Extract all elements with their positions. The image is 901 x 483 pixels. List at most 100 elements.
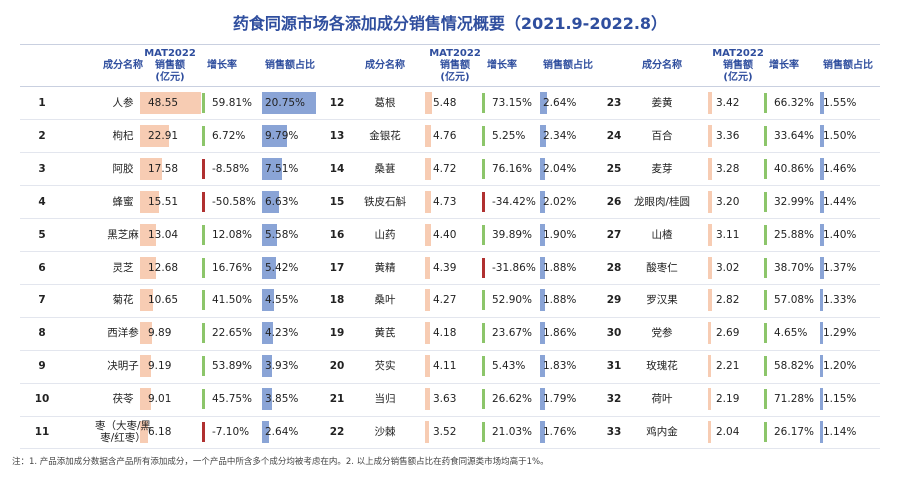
rank: 6 [38,261,46,274]
growth-bar [202,323,205,344]
sales-value: 4.73 [433,195,457,208]
ingredient-name: 金银花 [369,129,401,142]
sales-value: 9.01 [148,392,172,405]
ingredient-name: 灵芝 [112,261,134,274]
growth-bar [764,93,767,113]
sales-bar [140,190,160,213]
sales-bar [708,388,711,411]
growth-value: 40.86% [774,162,815,175]
growth-bar [202,257,205,278]
growth-bar [482,323,485,344]
share-bar [820,190,824,213]
growth-value: 53.89% [212,359,253,372]
sales-bar [708,322,712,345]
growth-bar [482,290,485,311]
sales-bar [140,157,162,180]
row-line [20,185,880,187]
share-bar [820,388,823,411]
rank: 17 [329,261,345,274]
rank: 22 [329,425,345,438]
ingredient-name: 山楂 [651,228,673,241]
share-value: 20.75% [265,96,306,109]
header-sales: 销售额 [155,60,185,71]
sales-value: 9.19 [148,359,172,372]
growth-bar [764,191,767,212]
sales-bar [140,355,152,378]
sales-value: 12.68 [148,261,179,274]
share-value: 2.04% [543,162,577,175]
ingredient-name: 鸡内金 [646,425,678,438]
sales-bar [708,157,713,180]
share-value: 3.93% [265,359,299,372]
growth-value: 5.25% [492,129,526,142]
share-bar [540,92,547,114]
growth-bar [482,158,485,179]
growth-value: 21.03% [492,425,533,438]
share-bar [540,289,545,312]
ingredient-name: 葛根 [374,96,396,109]
share-bar [262,190,280,213]
sales-bar [140,421,148,443]
sales-value: 4.39 [433,261,457,274]
row-line [20,316,880,318]
rank: 24 [606,129,622,142]
share-bar [262,124,288,147]
ingredient-name: 玫瑰花 [646,359,678,372]
header-share: 销售额占比 [543,60,593,71]
sales-bar [425,322,431,345]
sales-bar [708,421,711,443]
sales-value: 3.28 [716,162,740,175]
share-bar [262,223,277,246]
growth-value: 6.72% [212,129,246,142]
sales-value: 4.40 [433,228,457,241]
growth-value: -8.58% [212,162,250,175]
header-sales: 销售额 [723,60,753,71]
sales-value: 9.89 [148,327,172,340]
growth-bar [202,224,205,245]
ingredient-name: 党参 [651,327,673,340]
share-bar [820,355,824,378]
share-value: 5.58% [265,228,299,241]
header-sales: 销售额 [440,60,470,71]
rank: 27 [606,228,622,241]
ingredient-name: 百合 [651,129,673,142]
sales-bar [425,124,431,147]
sales-value: 6.18 [148,425,172,438]
sales-bar [708,223,712,246]
share-bar [262,92,316,114]
sales-bar [708,256,712,279]
row-line [20,251,880,253]
rank: 20 [329,359,345,372]
sales-value: 17.58 [148,162,179,175]
sales-value: 4.27 [433,294,457,307]
rank: 26 [606,195,622,208]
sales-bar [708,92,713,114]
growth-bar [482,422,485,442]
sales-bar [708,289,712,312]
share-bar [262,256,277,279]
sales-value: 3.52 [433,425,457,438]
rank: 1 [38,96,46,109]
growth-bar [764,356,767,377]
sales-bar [140,124,169,147]
share-value: 5.42% [265,261,299,274]
growth-value: 57.08% [774,294,815,307]
share-bar [540,388,545,411]
share-value: 1.79% [543,392,577,405]
growth-value: 25.88% [774,228,815,241]
rank: 28 [606,261,622,274]
header-growth: 增长率 [207,60,237,71]
row-line [20,382,880,384]
share-value: 1.29% [823,327,857,340]
share-bar [262,157,282,180]
sales-value: 4.72 [433,162,457,175]
header-line [20,86,880,87]
ingredient-name: 山药 [374,228,396,241]
ingredient-name: 芡实 [374,359,396,372]
growth-bar [202,158,205,179]
growth-bar [482,224,485,245]
growth-bar [202,356,205,377]
growth-bar [482,356,485,377]
growth-value: 66.32% [774,96,815,109]
share-value: 2.64% [543,96,577,109]
